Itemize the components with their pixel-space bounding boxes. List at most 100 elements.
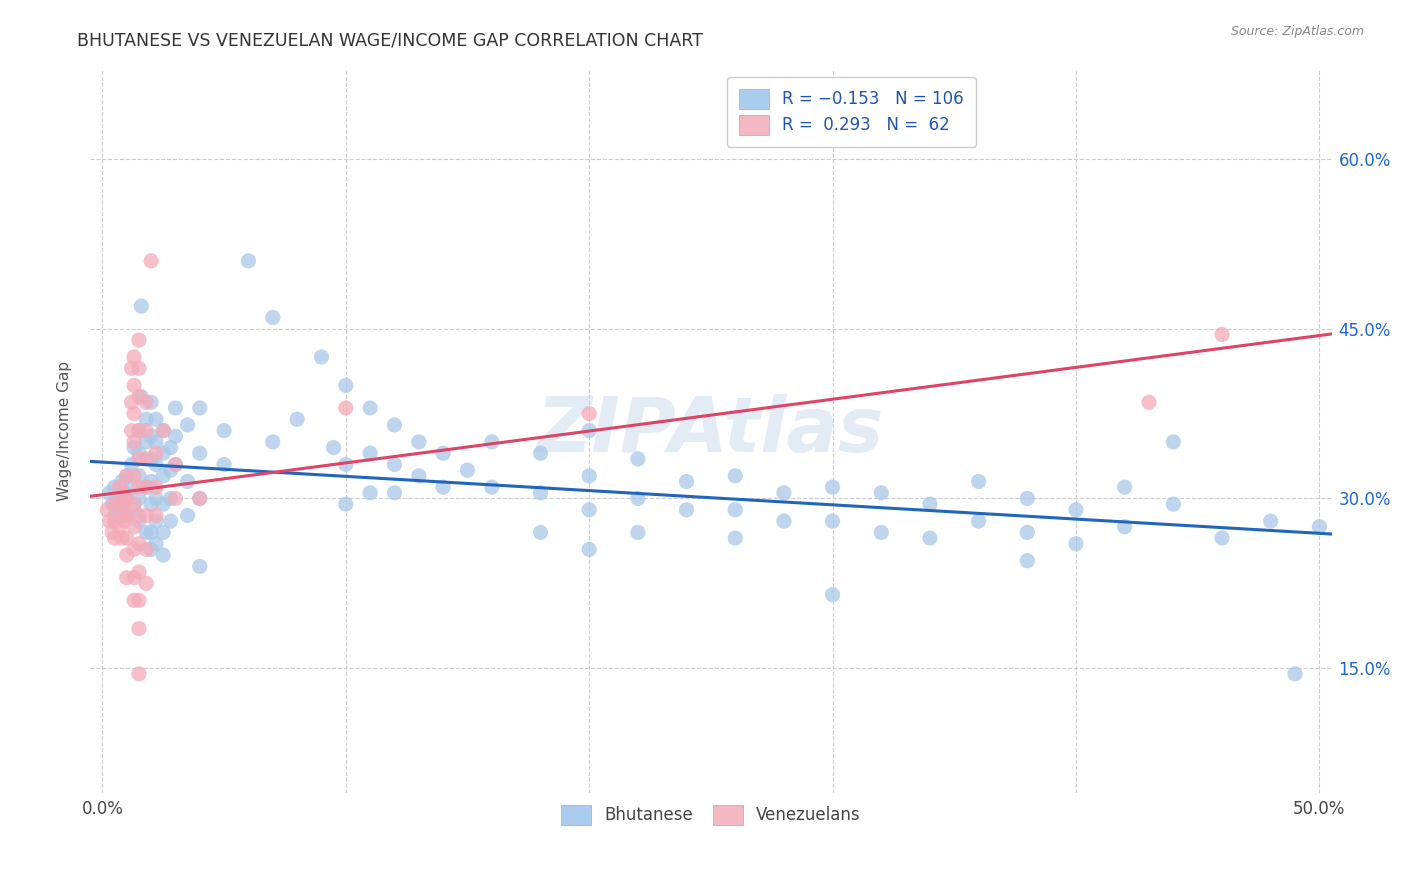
Point: [821, 514, 844, 528]
Point: [135, 542, 157, 557]
Point: [529, 485, 551, 500]
Point: [675, 475, 697, 489]
Point: [105, 491, 128, 506]
Point: [432, 480, 454, 494]
Point: [131, 299, 153, 313]
Point: [188, 559, 211, 574]
Point: [1211, 327, 1233, 342]
Point: [128, 333, 150, 347]
Point: [1284, 666, 1306, 681]
Point: [165, 429, 187, 443]
Point: [103, 497, 125, 511]
Point: [627, 451, 650, 466]
Point: [145, 508, 167, 523]
Point: [152, 525, 174, 540]
Text: ZIPAtlas: ZIPAtlas: [537, 393, 884, 467]
Point: [359, 446, 381, 460]
Point: [188, 491, 211, 506]
Point: [384, 458, 406, 472]
Point: [122, 407, 145, 421]
Point: [384, 485, 406, 500]
Point: [145, 480, 167, 494]
Point: [145, 537, 167, 551]
Point: [152, 446, 174, 460]
Point: [335, 401, 357, 415]
Point: [115, 571, 138, 585]
Point: [122, 542, 145, 557]
Point: [918, 531, 941, 545]
Point: [111, 531, 134, 545]
Point: [262, 310, 284, 325]
Point: [128, 565, 150, 579]
Point: [159, 514, 181, 528]
Point: [128, 514, 150, 528]
Point: [139, 429, 162, 443]
Point: [128, 480, 150, 494]
Point: [176, 475, 198, 489]
Point: [128, 361, 150, 376]
Point: [529, 525, 551, 540]
Point: [384, 417, 406, 432]
Point: [918, 497, 941, 511]
Point: [128, 666, 150, 681]
Point: [176, 508, 198, 523]
Point: [165, 458, 187, 472]
Point: [145, 458, 167, 472]
Point: [103, 514, 125, 528]
Point: [578, 542, 600, 557]
Point: [111, 508, 134, 523]
Point: [135, 434, 157, 449]
Point: [1017, 491, 1039, 506]
Point: [112, 497, 135, 511]
Point: [121, 458, 143, 472]
Point: [165, 458, 187, 472]
Point: [457, 463, 479, 477]
Point: [821, 480, 844, 494]
Point: [1163, 497, 1185, 511]
Point: [335, 378, 357, 392]
Point: [98, 514, 121, 528]
Point: [285, 412, 308, 426]
Point: [135, 508, 157, 523]
Point: [724, 503, 747, 517]
Point: [335, 458, 357, 472]
Point: [1163, 434, 1185, 449]
Point: [115, 508, 138, 523]
Point: [1308, 520, 1330, 534]
Point: [627, 525, 650, 540]
Point: [115, 491, 138, 506]
Point: [128, 424, 150, 438]
Point: [122, 350, 145, 364]
Point: [135, 451, 157, 466]
Point: [108, 480, 131, 494]
Y-axis label: Wage/Income Gap: Wage/Income Gap: [58, 360, 72, 500]
Point: [103, 480, 125, 494]
Point: [128, 537, 150, 551]
Point: [967, 514, 990, 528]
Point: [159, 463, 181, 477]
Point: [1137, 395, 1160, 409]
Legend: Bhutanese, Venezuelans: Bhutanese, Venezuelans: [551, 795, 870, 835]
Point: [115, 491, 138, 506]
Point: [131, 390, 153, 404]
Point: [432, 446, 454, 460]
Point: [311, 350, 333, 364]
Point: [139, 542, 162, 557]
Point: [165, 491, 187, 506]
Point: [145, 514, 167, 528]
Point: [122, 441, 145, 455]
Point: [135, 480, 157, 494]
Point: [111, 497, 134, 511]
Point: [108, 520, 131, 534]
Point: [122, 520, 145, 534]
Point: [128, 508, 150, 523]
Point: [1211, 531, 1233, 545]
Point: [122, 571, 145, 585]
Point: [111, 475, 134, 489]
Point: [152, 548, 174, 562]
Point: [96, 503, 118, 517]
Point: [1114, 520, 1136, 534]
Point: [112, 514, 135, 528]
Point: [870, 525, 893, 540]
Point: [578, 407, 600, 421]
